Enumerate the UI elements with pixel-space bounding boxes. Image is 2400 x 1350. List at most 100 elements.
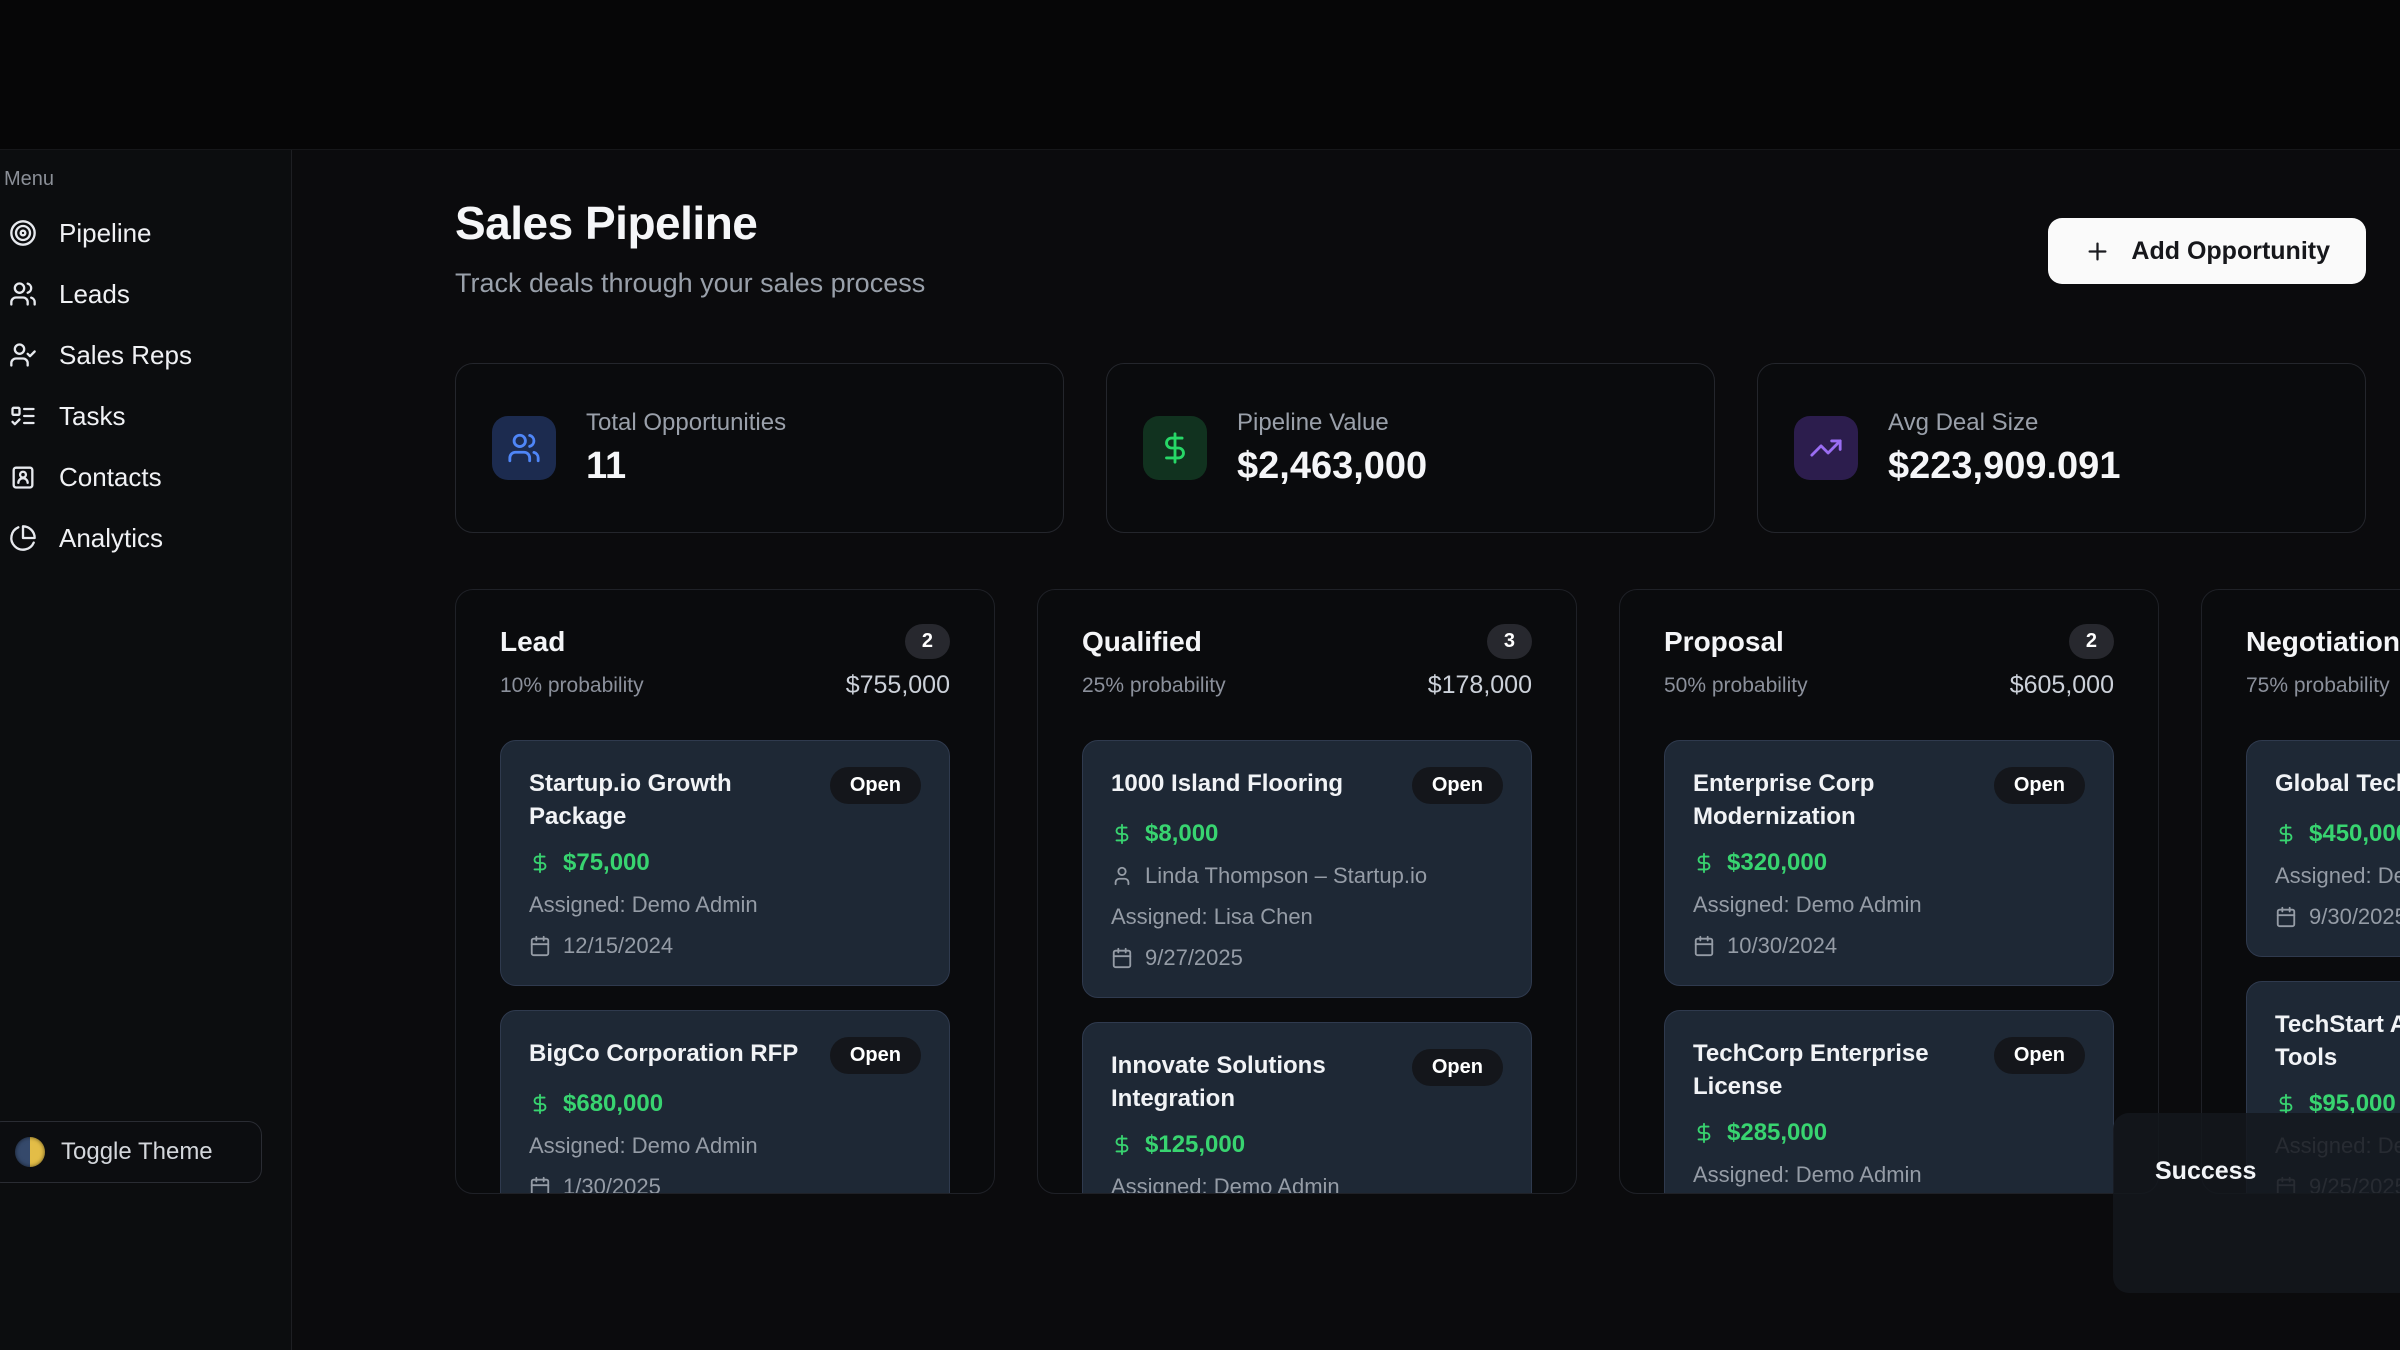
deal-date: 9/27/2025 — [1145, 945, 1243, 970]
kanban-column-proposal: Proposal 2 50% probability $605,000 Enterpri… — [1619, 589, 2159, 1194]
deal-card[interactable]: Enterprise Corp Modernization Open $320,00… — [1664, 740, 2114, 986]
target-icon — [9, 219, 37, 247]
trending-up-icon — [1794, 416, 1858, 480]
stat-label: Pipeline Value — [1237, 408, 1389, 436]
deal-amount-row: $75,000 — [529, 849, 921, 877]
deal-date: 12/15/2024 — [563, 933, 674, 958]
toast-title: Success — [2155, 1157, 2257, 1185]
stat-label: Total Opportunities — [586, 408, 787, 436]
kanban-column-lead: Lead 2 10% probability $755,000 Startup.io G… — [455, 589, 995, 1194]
page-title: Sales Pipeline — [455, 197, 758, 249]
deal-card-header: TechStart Automation ToolsOpen — [2275, 1008, 2400, 1074]
deal-card-header: Enterprise Corp Modernization Open — [1693, 767, 2085, 833]
deal-status-badge: Open — [1993, 1037, 2085, 1074]
deal-card-header: BigCo Corporation RFP Open — [529, 1037, 921, 1074]
deal-assigned-row: Assigned: Demo Admin — [1111, 1174, 1503, 1194]
deal-date-row: 12/15/2024 — [529, 933, 921, 959]
deal-amount-row: $8,000 — [1111, 820, 1503, 848]
deal-card-header: Global Tech SolutionsOpen — [2275, 767, 2400, 804]
dollar-sign-icon — [529, 1093, 551, 1115]
theme-toggle-button[interactable]: Toggle Theme — [0, 1121, 262, 1183]
calendar-icon — [1693, 935, 1715, 957]
deal-assigned: Assigned: Demo Admin — [1111, 1174, 1340, 1194]
deal-card[interactable]: BigCo Corporation RFP Open $680,000 Assigne… — [500, 1010, 950, 1194]
dollar-sign-icon — [2275, 823, 2297, 845]
deal-card[interactable]: 1000 Island Flooring Open $8,000 Linda Thom… — [1082, 740, 1532, 998]
users-icon — [9, 280, 37, 308]
list-todo-icon — [9, 402, 37, 430]
pie-chart-icon — [9, 524, 37, 552]
column-header: Qualified 3 — [1082, 624, 1532, 659]
sidebar-item-pipeline[interactable]: Pipeline — [7, 208, 281, 258]
deal-date: 9/30/2025 — [2309, 904, 2400, 929]
dollar-sign-icon — [1693, 1122, 1715, 1144]
stat-value: 11 — [586, 444, 627, 487]
sidebar-item-leads[interactable]: Leads — [7, 269, 281, 319]
success-toast: Success — [2113, 1113, 2400, 1293]
column-subheader: 75% probability$545,000 — [2246, 671, 2400, 700]
deal-title: TechCorp Enterprise License — [1693, 1040, 1929, 1100]
sidebar-item-tasks[interactable]: Tasks — [7, 391, 281, 441]
deal-card[interactable]: Startup.io Growth Package Open $75,000 Assi… — [500, 740, 950, 986]
deal-card[interactable]: TechCorp Enterprise License Open $285,000 A… — [1664, 1010, 2114, 1193]
deal-title: Enterprise Corp Modernization — [1693, 770, 1875, 830]
deal-assigned-row: Assigned: Demo Admin — [2275, 863, 2400, 889]
dollar-sign-icon — [1111, 1134, 1133, 1156]
deal-assigned: Assigned: Demo Admin — [1693, 892, 1922, 917]
deal-rows: $680,000 Assigned: Demo Admin 1/30/2025 — [529, 1090, 921, 1194]
deal-assigned: Assigned: Demo Admin — [2275, 863, 2400, 888]
stat-value: $223,909.091 — [1888, 444, 2121, 487]
page-header: Sales Pipeline Track deals through your … — [455, 196, 2366, 299]
column-total: $755,000 — [845, 671, 950, 699]
column-count-badge: 2 — [904, 624, 950, 659]
deal-date: 10/30/2024 — [1727, 933, 1838, 958]
deal-amount: $320,000 — [1727, 849, 1828, 876]
sidebar-section-label: Menu — [4, 168, 55, 190]
sidebar-nav: Pipeline Leads Sales Reps Tasks Contacts… — [7, 208, 281, 563]
column-count-badge: 3 — [1486, 624, 1532, 659]
deal-status-badge: Open — [1411, 767, 1503, 804]
deal-date: 1/30/2025 — [563, 1174, 661, 1194]
sidebar-item-label: Sales Reps — [59, 339, 192, 370]
deal-status-badge: Open — [1411, 1049, 1503, 1086]
sidebar-item-analytics[interactable]: Analytics — [7, 513, 281, 563]
deal-assigned: Assigned: Demo Admin — [529, 892, 758, 917]
deal-card[interactable]: Innovate Solutions Integration Open $125,0… — [1082, 1022, 1532, 1194]
deal-card[interactable]: Global Tech SolutionsOpen $450,000 Assigne… — [2246, 740, 2400, 957]
deal-card-header: Startup.io Growth Package Open — [529, 767, 921, 833]
deal-date-row: 9/27/2025 — [1111, 945, 1503, 971]
sidebar-item-label: Leads — [59, 278, 130, 309]
deal-amount: $75,000 — [563, 849, 650, 876]
deal-title: Innovate Solutions Integration — [1111, 1052, 1326, 1112]
deal-title: TechStart Automation Tools — [2275, 1011, 2400, 1071]
deal-amount: $450,000 — [2309, 820, 2400, 847]
sidebar-item-sales-reps[interactable]: Sales Reps — [7, 330, 281, 380]
add-opportunity-button[interactable]: Add Opportunity — [2048, 218, 2366, 284]
deal-assigned-row: Assigned: Demo Admin — [1693, 892, 2085, 918]
column-count-badge: 2 — [2068, 624, 2114, 659]
column-header: Negotiation2 — [2246, 624, 2400, 659]
deal-amount: $285,000 — [1727, 1119, 1828, 1146]
calendar-icon — [1111, 947, 1133, 969]
deal-contact: Linda Thompson – Startup.io — [1145, 863, 1428, 888]
column-total: $178,000 — [1427, 671, 1532, 699]
kanban-board: Lead 2 10% probability $755,000 Startup.io G… — [455, 589, 2400, 1194]
window-top-chrome — [0, 0, 2400, 150]
theme-toggle-label: Toggle Theme — [61, 1138, 213, 1165]
deal-title: 1000 Island Flooring — [1111, 770, 1344, 797]
deal-rows: $8,000 Linda Thompson – Startup.io Assigne… — [1111, 820, 1503, 971]
page-header-text: Sales Pipeline Track deals through your … — [455, 196, 925, 299]
deal-amount: $125,000 — [1145, 1131, 1246, 1158]
column-cards: Startup.io Growth Package Open $75,000 Assi… — [500, 740, 950, 1194]
half-moon-icon — [15, 1137, 45, 1167]
deal-amount-row: $680,000 — [529, 1090, 921, 1118]
dollar-sign-icon — [1693, 852, 1715, 874]
deal-assigned-row: Assigned: Demo Admin — [1693, 1162, 2085, 1188]
column-cards: Enterprise Corp Modernization Open $320,00… — [1664, 740, 2114, 1193]
sidebar-item-contacts[interactable]: Contacts — [7, 452, 281, 502]
column-header: Lead 2 — [500, 624, 950, 659]
column-title: Negotiation — [2246, 625, 2400, 657]
deal-amount-row: $320,000 — [1693, 849, 2085, 877]
